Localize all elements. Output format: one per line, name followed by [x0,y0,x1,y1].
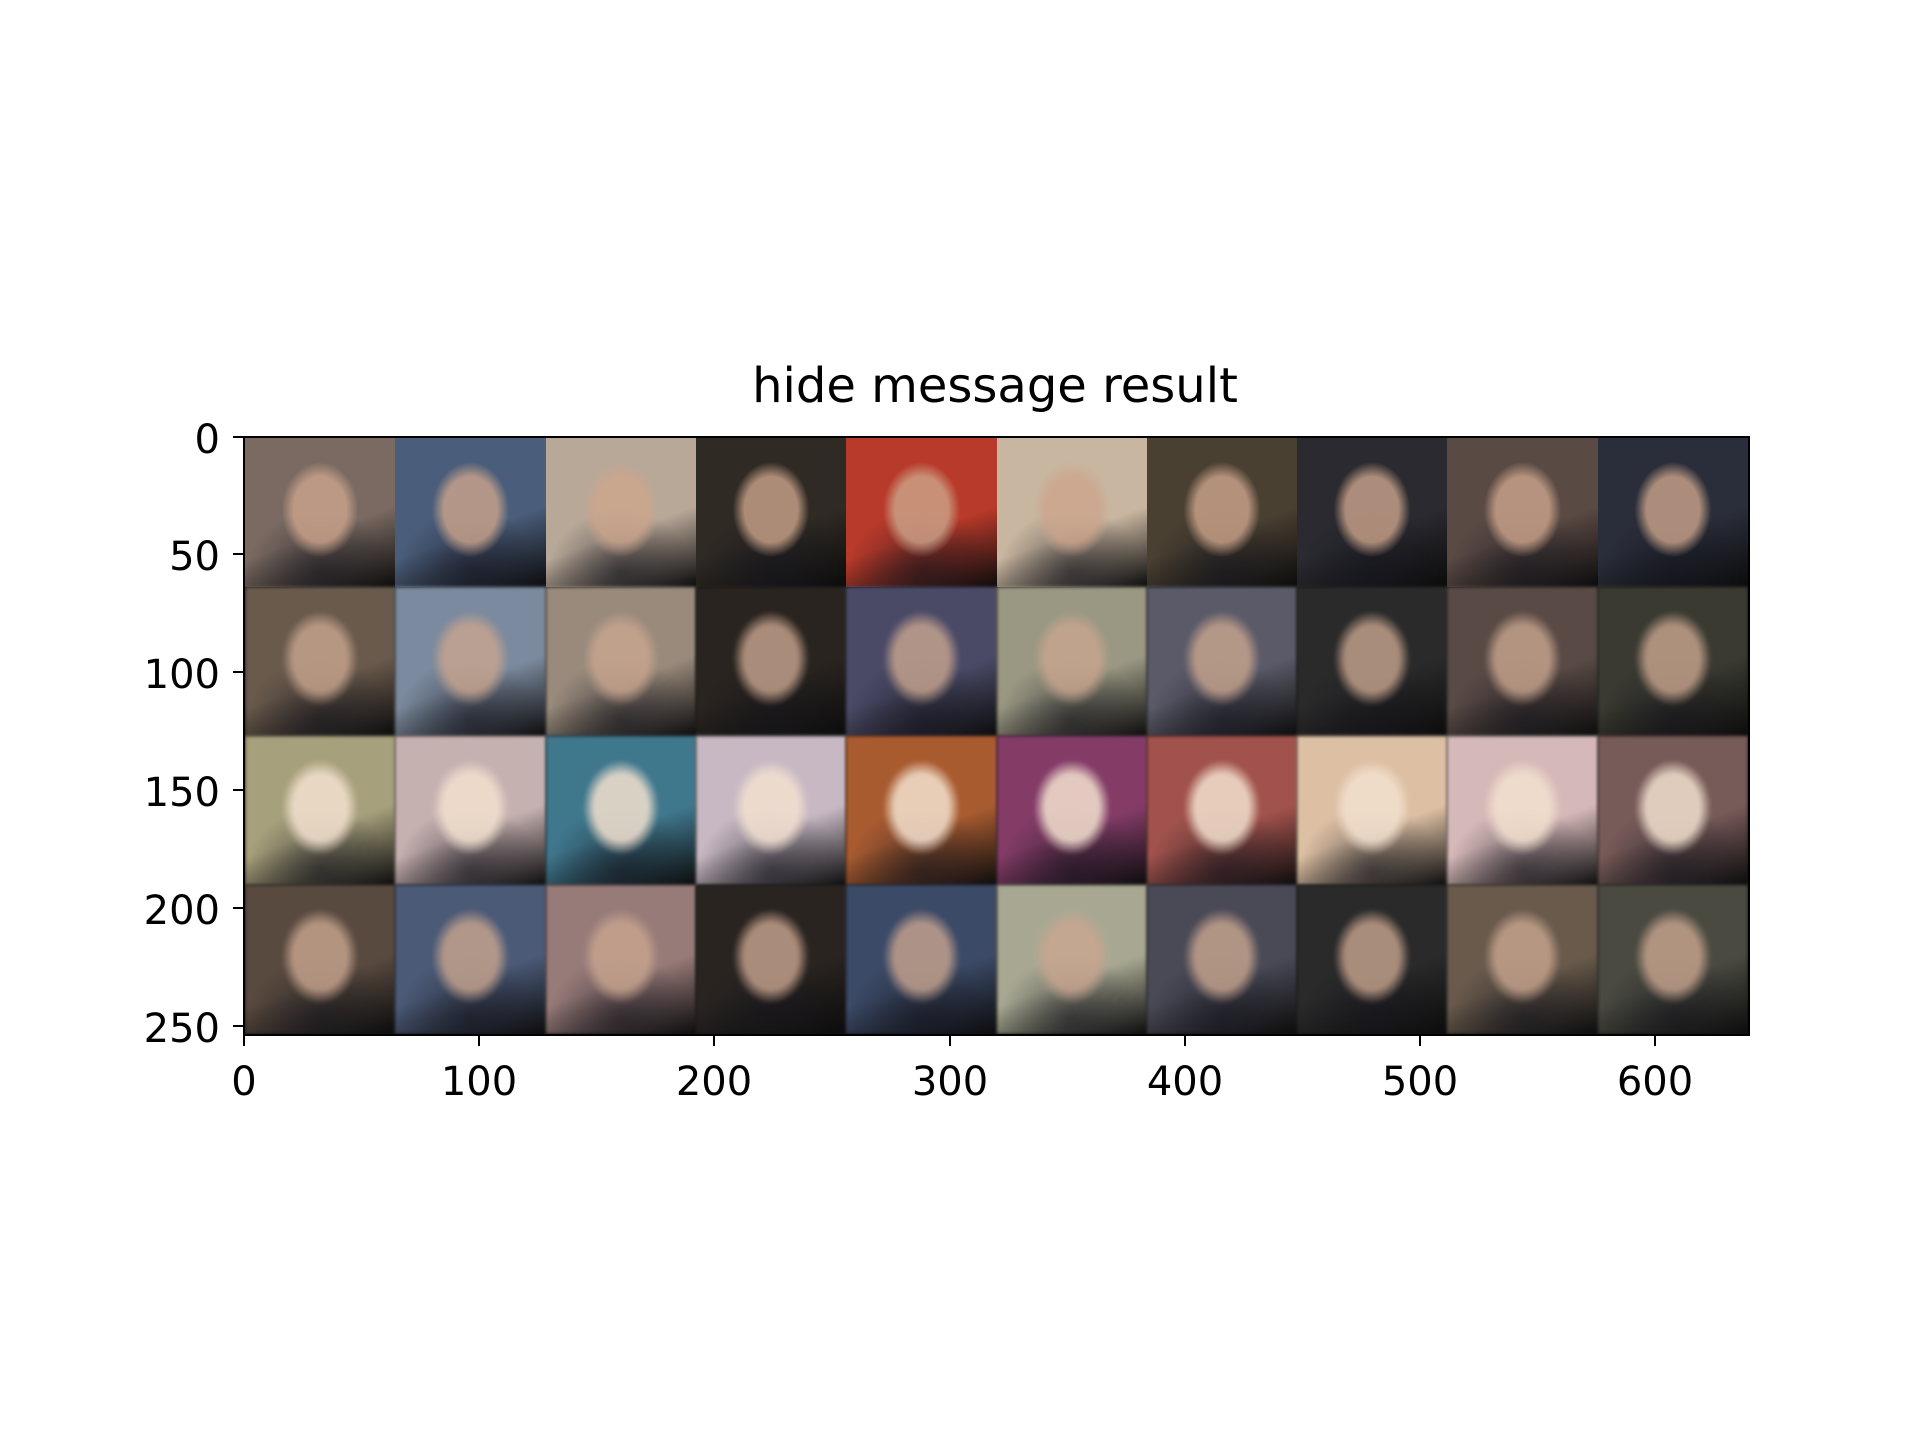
blurry-face-reconstruction-tile [395,587,546,736]
blurry-face-recovered-tile [846,885,997,1034]
image-grid [245,438,1748,1034]
blurry-face-recovered-tile [1447,885,1598,1034]
anime-face-message-tile [1597,736,1748,885]
y-tick-mark [233,436,243,438]
blurry-face-recovered-tile [1597,885,1748,1034]
x-tick-label: 0 [231,1059,257,1105]
x-tick-label: 600 [1616,1059,1694,1105]
anime-face-message-tile [395,736,546,885]
anime-face-message-tile [996,736,1147,885]
y-tick-label: 200 [143,888,220,934]
anime-face-message-tile [846,736,997,885]
original-photo-tile [695,438,847,587]
x-tick-mark [243,1036,245,1046]
y-tick-mark [233,907,243,909]
original-photo-tile [545,438,696,587]
blurry-face-reconstruction-tile [545,587,696,736]
x-tick-mark [1654,1036,1656,1046]
x-tick-label: 100 [440,1059,518,1105]
original-photo-tile [1597,438,1748,587]
original-photo-tile [395,438,546,587]
blurry-face-recovered-tile [545,885,696,1034]
blurry-face-recovered-tile [996,885,1147,1034]
original-photo-tile [996,438,1147,587]
original-photo-tile [245,438,396,587]
x-tick-mark [1184,1036,1186,1046]
original-photo-tile [846,438,997,587]
y-tick-label: 0 [194,417,220,463]
blurry-face-reconstruction-tile [996,587,1147,736]
blurry-face-reconstruction-tile [245,587,396,736]
y-tick-mark [233,671,243,673]
chart-title: hide message result [752,358,1238,414]
anime-face-message-tile [1146,736,1298,885]
anime-face-message-tile [245,736,396,885]
y-tick-label: 50 [169,534,220,580]
y-tick-label: 150 [143,770,220,816]
anime-face-message-tile [545,736,696,885]
blurry-face-recovered-tile [245,885,396,1034]
x-tick-label: 200 [675,1059,753,1105]
x-tick-label: 300 [911,1059,989,1105]
y-tick-mark [233,1025,243,1027]
blurry-face-reconstruction-tile [1146,587,1298,736]
x-tick-label: 400 [1146,1059,1224,1105]
blurry-face-recovered-tile [1146,885,1298,1034]
anime-face-message-tile [1447,736,1598,885]
blurry-face-recovered-tile [1297,885,1448,1034]
y-tick-label: 100 [143,652,220,698]
x-tick-mark [949,1036,951,1046]
y-tick-label: 250 [143,1006,220,1052]
anime-face-message-tile [1297,736,1448,885]
blurry-face-reconstruction-tile [1447,587,1598,736]
x-tick-mark [713,1036,715,1046]
original-photo-tile [1447,438,1598,587]
x-tick-mark [1419,1036,1421,1046]
y-tick-mark [233,789,243,791]
blurry-face-reconstruction-tile [1597,587,1748,736]
blurry-face-reconstruction-tile [846,587,997,736]
image-plot-area [243,436,1750,1036]
original-photo-tile [1297,438,1448,587]
x-tick-mark [478,1036,480,1046]
original-photo-tile [1146,438,1298,587]
blurry-face-recovered-tile [395,885,546,1034]
blurry-face-recovered-tile [695,885,847,1034]
y-tick-mark [233,553,243,555]
blurry-face-reconstruction-tile [1297,587,1448,736]
anime-face-message-tile [695,736,847,885]
blurry-face-reconstruction-tile [695,587,847,736]
x-tick-label: 500 [1381,1059,1459,1105]
